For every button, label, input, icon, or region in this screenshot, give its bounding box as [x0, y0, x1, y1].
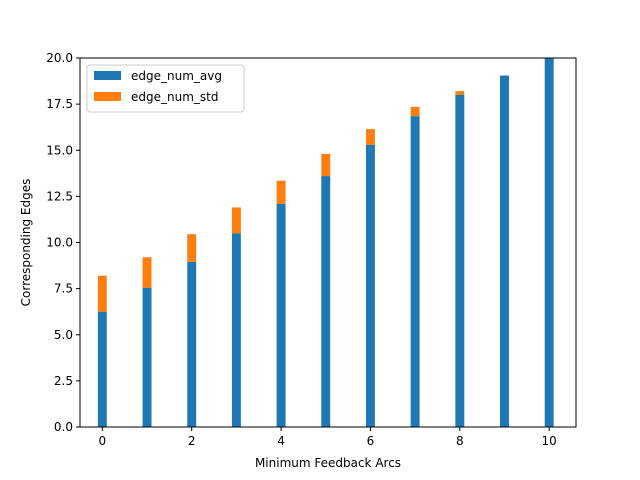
- y-tick-label: 12.5: [46, 189, 73, 203]
- bar-edge-num-avg-8: [455, 94, 465, 428]
- bar-edge-num-avg-3: [231, 233, 241, 427]
- bar-edge-num-avg-9: [500, 75, 509, 427]
- y-tick-label: 15.0: [46, 143, 73, 157]
- bar-edge-num-avg-10: [544, 58, 554, 427]
- x-tick-label: 4: [277, 434, 285, 448]
- y-tick-label: 10.0: [46, 236, 73, 250]
- bar-edge-num-avg-1: [142, 287, 152, 427]
- legend: edge_num_avg edge_num_std: [86, 64, 245, 113]
- bar-edge-num-std-4: [276, 180, 286, 204]
- y-tick-label: 2.5: [54, 374, 73, 388]
- x-tick-label: 0: [99, 434, 107, 448]
- y-axis-ticks: 0.0 2.5 5.0 7.5 10.0 12.5 15.0 17.5 20.0: [46, 51, 80, 434]
- bar-edge-num-avg-5: [321, 176, 331, 427]
- y-tick-label: 20.0: [46, 51, 73, 65]
- bar-edge-num-avg-2: [187, 261, 197, 427]
- x-axis-ticks: 0 2 4 6 8 10: [99, 427, 557, 448]
- bar-edge-num-std-6: [365, 129, 375, 145]
- x-axis-label: Minimum Feedback Arcs: [255, 456, 401, 470]
- legend-label-edge-num-std: edge_num_std: [131, 90, 218, 104]
- bar-edge-num-avg-6: [365, 144, 375, 427]
- x-tick-label: 6: [367, 434, 375, 448]
- x-tick-label: 2: [188, 434, 196, 448]
- bar-edge-num-avg-7: [410, 116, 420, 428]
- bars-group: [97, 58, 554, 428]
- x-tick-label: 10: [542, 434, 557, 448]
- y-tick-label: 0.0: [54, 420, 73, 434]
- legend-swatch-edge-num-avg: [94, 71, 121, 80]
- bar-edge-num-std-8: [455, 91, 465, 95]
- bar-edge-num-std-1: [142, 257, 152, 288]
- legend-swatch-edge-num-std: [94, 92, 121, 101]
- y-tick-label: 7.5: [54, 282, 73, 296]
- legend-box: [86, 64, 245, 113]
- y-tick-label: 17.5: [46, 97, 73, 111]
- bar-edge-num-std-5: [321, 153, 331, 177]
- bar-edge-num-avg-4: [276, 203, 286, 427]
- bar-edge-num-std-7: [410, 106, 420, 117]
- bar-edge-num-std-0: [97, 275, 107, 312]
- legend-label-edge-num-avg: edge_num_avg: [131, 69, 222, 83]
- bar-edge-num-std-2: [187, 234, 197, 262]
- x-tick-label: 8: [456, 434, 464, 448]
- bar-edge-num-avg-0: [97, 311, 107, 427]
- bar-edge-num-std-3: [231, 207, 241, 234]
- y-tick-label: 5.0: [54, 328, 73, 342]
- y-axis-label: Corresponding Edges: [19, 179, 33, 307]
